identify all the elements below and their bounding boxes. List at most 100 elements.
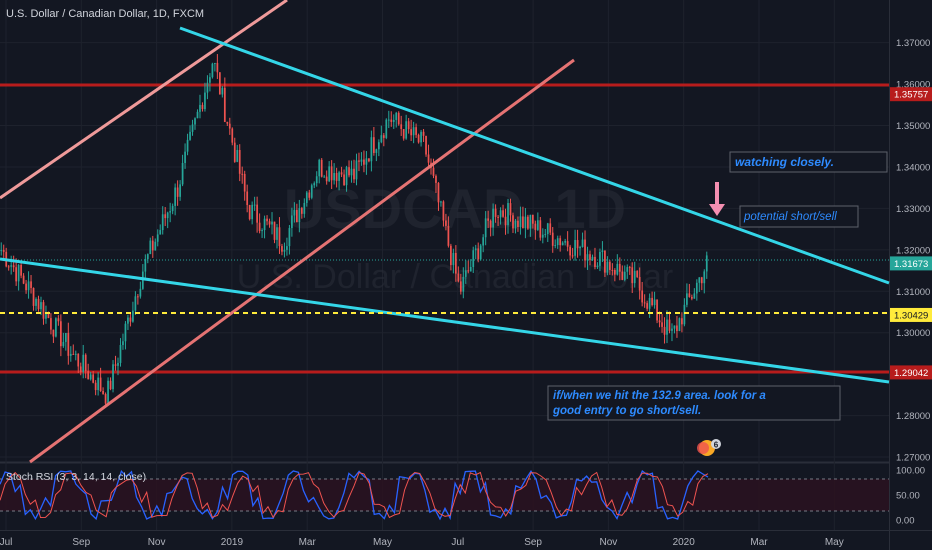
watermark-symbol: USDCAD, 1D — [284, 177, 626, 240]
candle-body — [390, 119, 393, 122]
candle-body — [427, 154, 430, 163]
candle-body — [325, 176, 328, 182]
candle-body — [330, 166, 333, 181]
candle-body — [258, 222, 261, 231]
upper-channel-line[interactable] — [0, 0, 288, 200]
candle-body — [631, 267, 634, 284]
candle-body — [407, 121, 410, 130]
candle-body — [17, 264, 20, 282]
candle-body — [435, 175, 437, 183]
price-axis[interactable]: 1.37000 1.36000 1.35000 1.34000 1.33000 1.320… — [896, 38, 930, 463]
events-badge-icon[interactable]: 6 — [697, 439, 721, 456]
candle-body — [454, 252, 457, 274]
candlestick-series[interactable] — [0, 54, 708, 406]
time-tick-label: Mar — [299, 537, 317, 548]
candle-body — [502, 210, 504, 217]
candle-body — [268, 221, 271, 225]
symbol-title[interactable]: U.S. Dollar / Canadian Dollar, 1D, FXCM — [6, 8, 204, 20]
watching-note-text: watching closely. — [735, 155, 834, 169]
short-note[interactable]: potential short/sell — [739, 205, 859, 228]
time-tick-label: May — [373, 537, 392, 548]
candle-body — [638, 276, 641, 291]
candle-body — [656, 299, 658, 321]
candle-body — [164, 214, 167, 219]
candle-body — [204, 92, 206, 110]
candle-body — [189, 131, 191, 140]
candle-body — [286, 246, 288, 250]
candle-body — [703, 271, 706, 284]
time-axis[interactable]: Jul Sep Nov 2019 Mar May Jul Sep Nov 2020 Mar May — [0, 537, 844, 548]
candle-body — [529, 214, 532, 229]
candle-body — [522, 216, 524, 229]
stoch-band-fill — [0, 479, 889, 511]
time-tick-label: Jul — [451, 537, 464, 548]
short-arrow-icon[interactable] — [709, 182, 725, 216]
lower-channel-line[interactable] — [29, 58, 575, 464]
candle-body — [72, 353, 75, 355]
watching-note[interactable]: watching closely. — [729, 151, 888, 173]
candle-body — [171, 205, 174, 212]
candle-body — [340, 172, 343, 175]
time-tick-label: Jul — [0, 537, 12, 548]
candle-body — [196, 111, 199, 119]
candle-body — [472, 250, 475, 268]
price-tick-label: 1.27000 — [896, 453, 930, 464]
candle-body — [241, 173, 244, 175]
candle-body — [700, 277, 703, 284]
candle-body — [574, 239, 576, 256]
candle-body — [531, 214, 534, 224]
candle-body — [688, 293, 691, 297]
indicator-axis[interactable]: 100.00 50.00 0.00 — [896, 466, 925, 527]
candle-body — [663, 326, 666, 335]
candle-body — [127, 317, 129, 324]
wedge-lower-line[interactable] — [0, 257, 890, 384]
candle-body — [698, 277, 701, 283]
candle-body — [194, 118, 196, 125]
price-label-text: 1.31673 — [894, 259, 928, 270]
price-tick-label: 1.31000 — [896, 287, 930, 298]
candle-body — [144, 259, 147, 272]
time-tick-label: Mar — [750, 537, 768, 548]
candle-body — [132, 310, 134, 322]
price-label-badge — [890, 256, 932, 271]
stoch-rsi-k-line[interactable] — [0, 469, 709, 521]
candle-body — [201, 104, 204, 110]
candle-body — [20, 264, 22, 276]
indicator-title[interactable]: Stoch RSI (3, 3, 14, 14, close) — [6, 471, 146, 483]
wedge-upper-line[interactable] — [179, 26, 890, 285]
candle-body — [293, 209, 296, 216]
candle-body — [10, 265, 13, 267]
indicator-tick-label: 50.00 — [896, 491, 920, 502]
price-tick-label: 1.37000 — [896, 38, 930, 49]
candle-body — [693, 293, 696, 299]
candle-body — [221, 87, 224, 95]
candle-body — [313, 183, 316, 186]
entry-note-line2: good entry to go short/sell. — [552, 405, 701, 417]
price-tick-label: 1.32000 — [896, 245, 930, 256]
candle-body — [392, 119, 395, 122]
entry-note[interactable]: if/when we hit the 132.9 area. look for … — [547, 385, 841, 421]
candle-body — [139, 288, 142, 297]
candle-body — [437, 182, 440, 203]
time-tick-label: Nov — [148, 537, 166, 548]
candle-body — [77, 353, 80, 367]
candle-body — [683, 304, 686, 325]
candle-body — [228, 123, 231, 129]
candle-body — [445, 220, 447, 226]
stoch-rsi-d-line[interactable] — [0, 471, 709, 519]
candle-body — [690, 296, 693, 299]
candle-body — [551, 232, 554, 246]
candle-body — [477, 248, 480, 260]
candle-body — [440, 201, 442, 203]
candle-body — [507, 203, 509, 226]
candle-body — [641, 290, 644, 303]
candle-body — [32, 287, 35, 306]
price-label-badge — [890, 87, 932, 102]
candle-body — [457, 273, 460, 282]
candle-body — [459, 281, 462, 292]
candle-body — [474, 248, 477, 251]
candle-body — [539, 220, 542, 238]
indicator-tick-label: 0.00 — [896, 516, 915, 527]
candle-body — [676, 325, 678, 332]
